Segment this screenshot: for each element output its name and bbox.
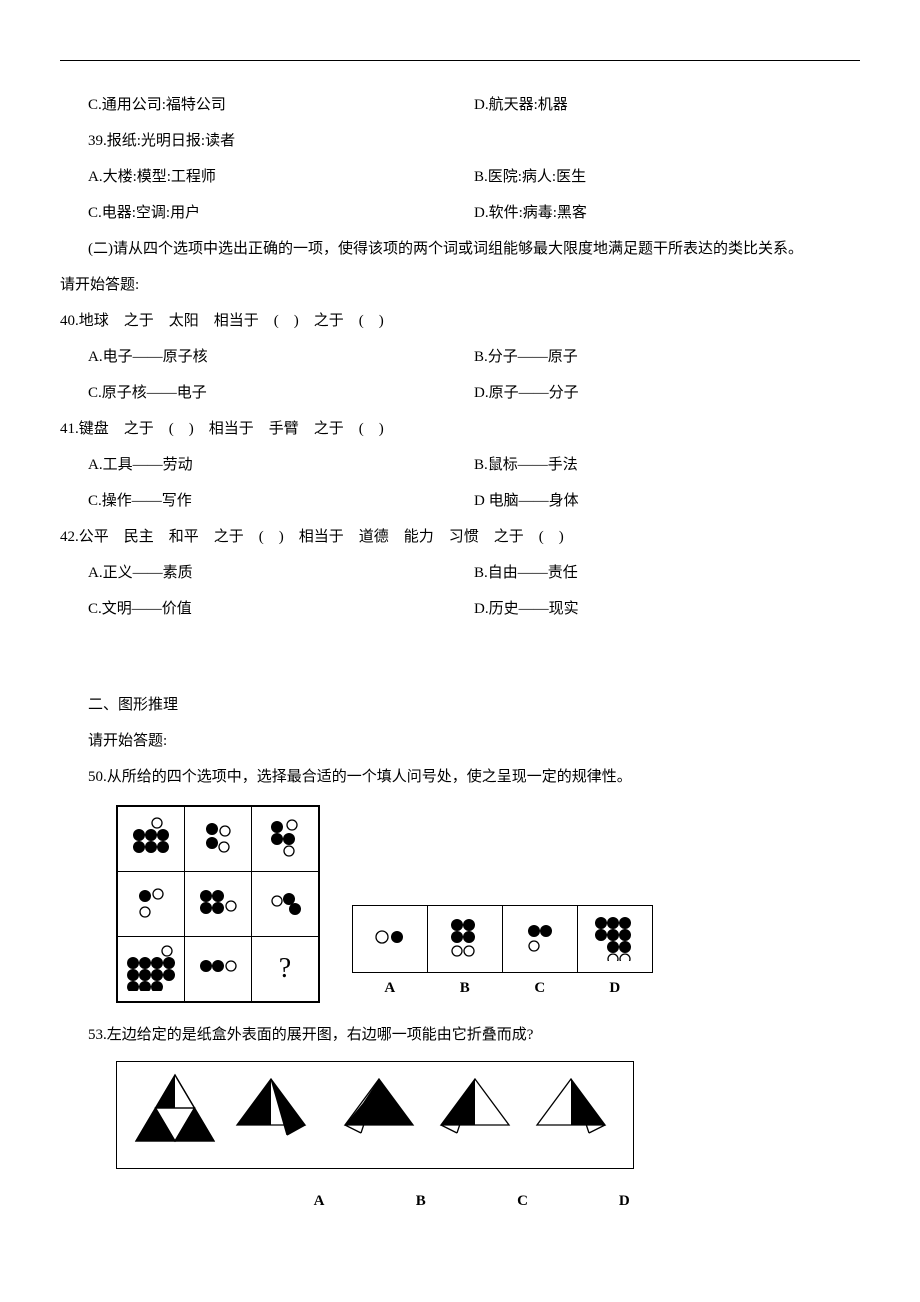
q40-stem: 40.地球 之于 太阳 相当于 ( ) 之于 ( ) [60,303,860,339]
begin-answer: 请开始答题: [60,267,860,303]
q53-stem: 53.左边给定的是纸盒外表面的展开图，右边哪一项能由它折叠而成? [60,1017,860,1053]
top-rule [60,60,860,61]
q53-label-a: A [270,1183,368,1219]
q41-a: A.工具——劳动 [88,447,474,483]
q40-d: D.原子——分子 [474,375,860,411]
q41-c: C.操作——写作 [88,483,474,519]
q39-options-cd: C.电器:空调:用户 D.软件:病毒:黑客 [60,195,860,231]
q38-c: C.通用公司:福特公司 [88,87,474,123]
q53-opt-b [325,1068,425,1162]
q39-stem: 39.报纸:光明日报:读者 [60,123,860,159]
q38-options-cd: C.通用公司:福特公司 D.航天器:机器 [60,87,860,123]
part2-intro: (二)请从四个选项中选出正确的一项，使得该项的两个词或词组能够最大限度地满足题干… [60,231,860,267]
q42-a: A.正义——素质 [88,555,474,591]
q39-d: D.软件:病毒:黑客 [474,195,860,231]
q50-cell-1-2 [198,817,238,857]
q50-grid: ? [116,805,320,1003]
q39-options-ab: A.大楼:模型:工程师 B.医院:病人:医生 [60,159,860,195]
q41-options-cd: C.操作——写作 D 电脑——身体 [60,483,860,519]
q41-stem: 41.键盘 之于 ( ) 相当于 手臂 之于 ( ) [60,411,860,447]
q50-figure: ? A B C [116,805,860,1003]
q53-label-d: D [575,1183,673,1219]
q40-b: B.分子——原子 [474,339,860,375]
q53-opt-d [525,1068,625,1162]
q41-d: D 电脑——身体 [474,483,860,519]
q40-c: C.原子核——电子 [88,375,474,411]
q50-options: A B C D [352,905,653,1003]
q50-label-d: D [577,973,652,1004]
q39-c: C.电器:空调:用户 [88,195,474,231]
q50-cell-1-3 [263,815,307,859]
q50-cell-2-2 [194,884,242,920]
q50-opt-b [443,915,487,959]
sec2-title: 二、图形推理 [60,687,860,723]
q50-cell-1-1 [127,815,175,859]
q53-opt-c [425,1068,525,1162]
q53-labels: A B C D [270,1183,860,1219]
q53-net [125,1068,225,1162]
q50-opt-d [589,913,641,961]
q50-cell-2-3 [265,887,305,917]
q41-options-ab: A.工具——劳动 B.鼠标——手法 [60,447,860,483]
q42-b: B.自由——责任 [474,555,860,591]
q50-cell-3-1 [123,943,179,991]
q50-label-c: C [502,973,577,1004]
q50-cell-2-1 [131,882,171,922]
q39-b: B.医院:病人:医生 [474,159,860,195]
q40-options-cd: C.原子核——电子 D.原子——分子 [60,375,860,411]
q53-label-b: B [372,1183,470,1219]
q50-opt-a [370,925,410,949]
q53-label-c: C [474,1183,572,1219]
q40-a: A.电子——原子核 [88,339,474,375]
q53-figure: A B C D [116,1061,860,1219]
q42-d: D.历史——现实 [474,591,860,627]
q50-label-a: A [352,973,427,1004]
q50-qmark: ? [279,953,291,984]
q50-cell-3-2 [194,952,242,982]
q42-options-ab: A.正义——素质 B.自由——责任 [60,555,860,591]
q41-b: B.鼠标——手法 [474,447,860,483]
q50-opt-c [520,919,560,955]
q50-stem: 50.从所给的四个选项中，选择最合适的一个填人问号处，使之呈现一定的规律性。 [60,759,860,795]
q42-c: C.文明——价值 [88,591,474,627]
q39-a: A.大楼:模型:工程师 [88,159,474,195]
q40-options-ab: A.电子——原子核 B.分子——原子 [60,339,860,375]
q38-d: D.航天器:机器 [474,87,860,123]
q42-options-cd: C.文明——价值 D.历史——现实 [60,591,860,627]
q53-opt-a [225,1068,325,1162]
q42-stem: 42.公平 民主 和平 之于 ( ) 相当于 道德 能力 习惯 之于 ( ) [60,519,860,555]
sec2-begin: 请开始答题: [60,723,860,759]
q50-label-b: B [427,973,502,1004]
